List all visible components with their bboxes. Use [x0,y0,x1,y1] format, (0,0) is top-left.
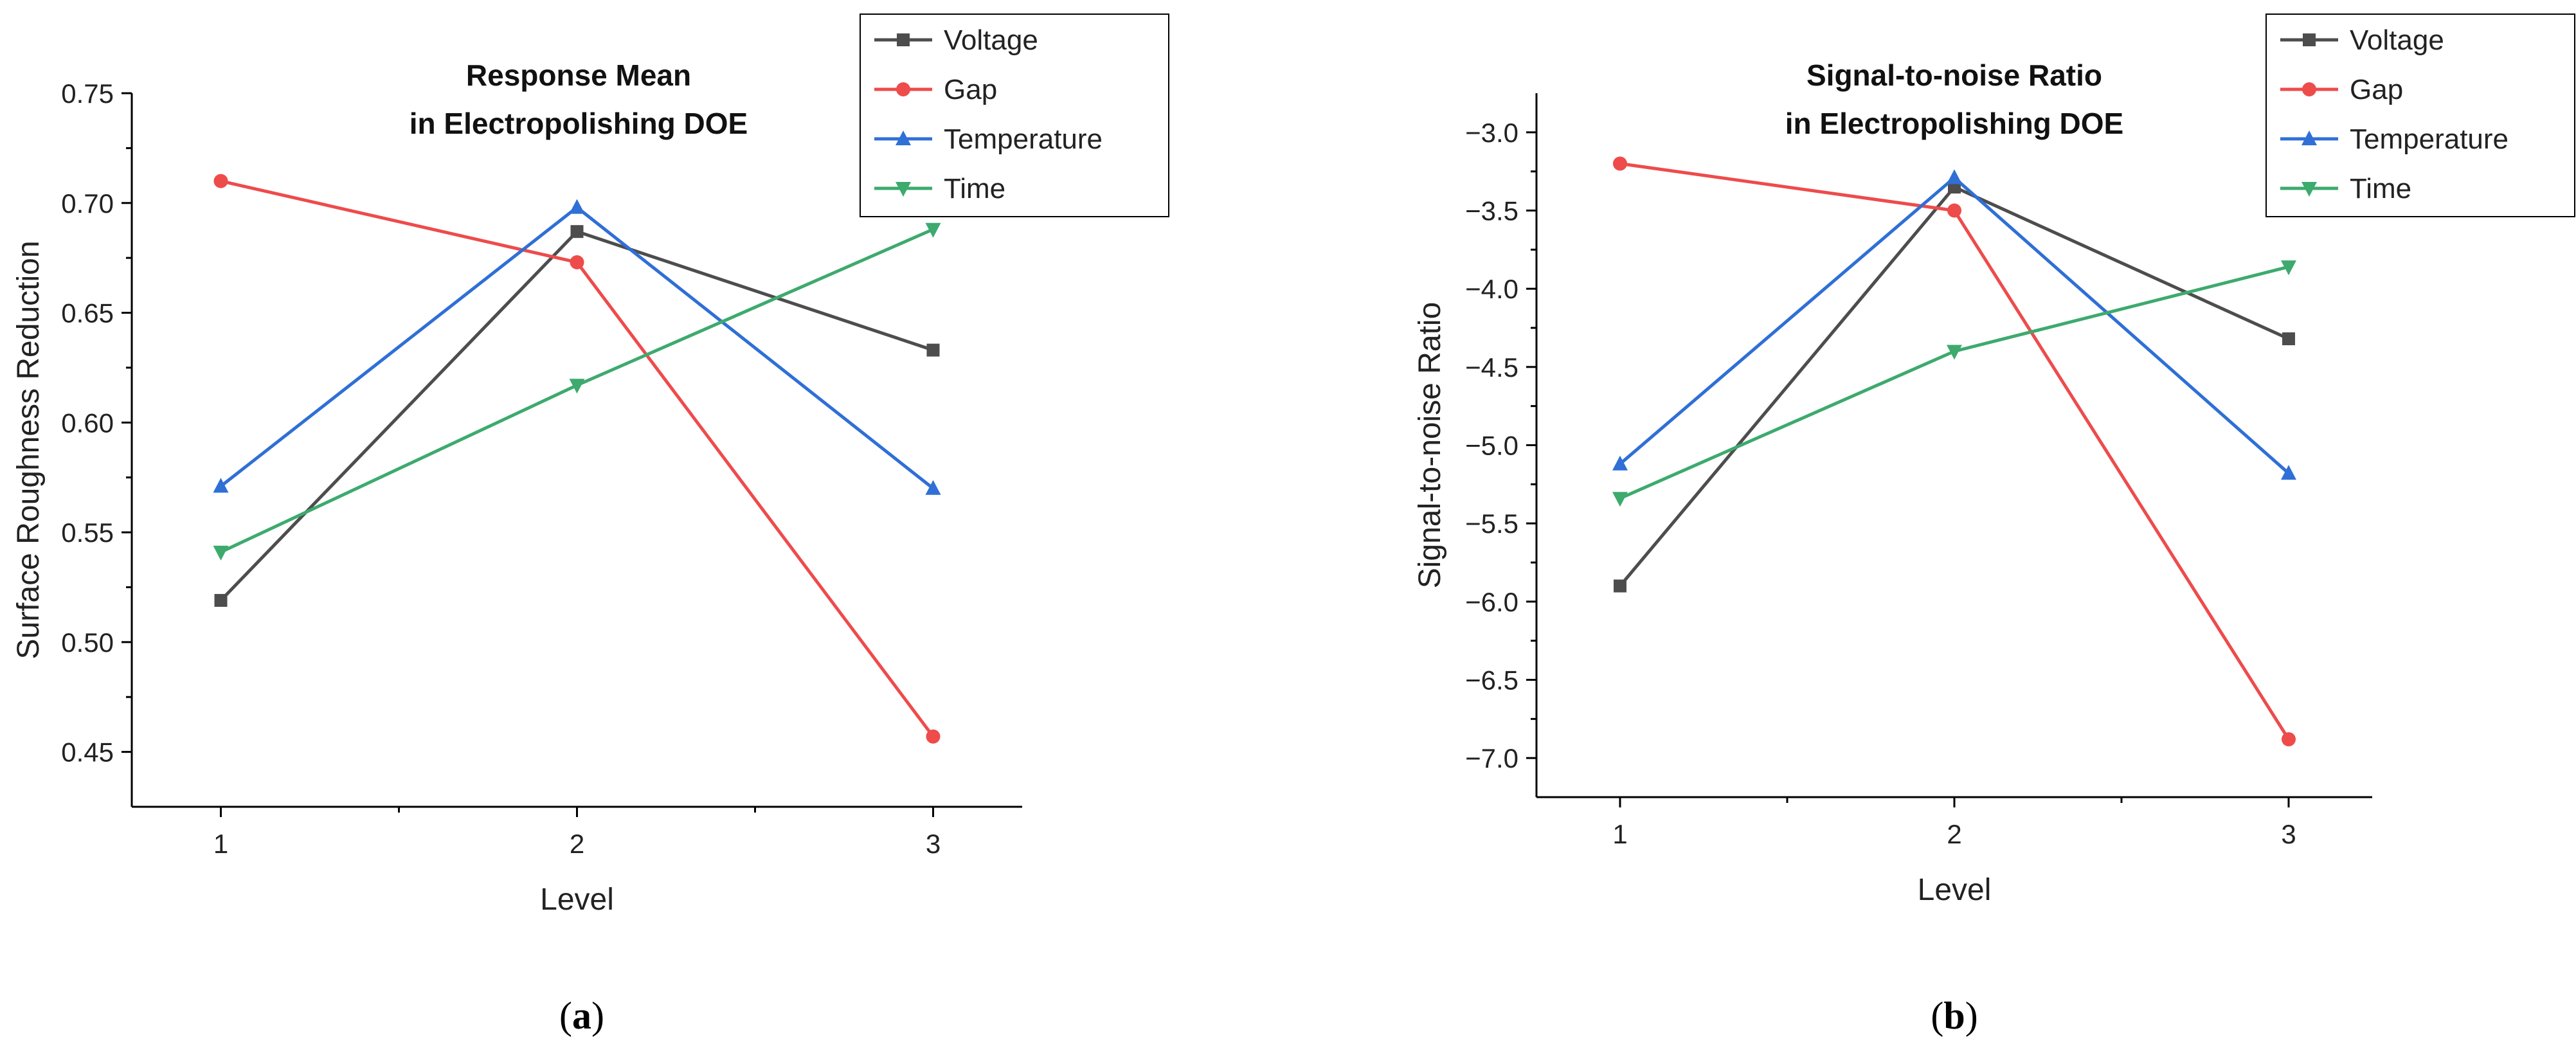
series-gap [1613,156,2296,746]
y-tick-label: 0.70 [61,188,114,219]
data-point [570,225,584,239]
legend-label: Gap [2350,74,2403,105]
data-point [213,478,229,493]
y-tick-label: 0.45 [61,737,114,768]
y-tick-label: −5.0 [1465,431,1518,461]
y-tick-label: 0.50 [61,627,114,658]
chart-title-line: Response Mean [466,59,691,92]
data-point [1947,203,1961,218]
data-point [925,480,941,495]
y-tick-label: −7.0 [1465,743,1518,773]
y-tick-label: −6.0 [1465,587,1518,617]
y-tick-label: −6.5 [1465,665,1518,696]
data-point [213,174,228,188]
y-tick-label: −5.5 [1465,509,1518,539]
y-tick-label: 0.55 [61,518,114,548]
series-voltage [214,225,940,607]
data-point [1947,345,1962,360]
legend-label: Time [2350,173,2411,204]
caption-paren: ) [591,995,604,1037]
data-point [569,379,585,394]
caption-paren: ( [559,995,572,1037]
x-tick-label: 1 [213,829,228,859]
series-line [1619,176,2290,475]
data-point [2281,465,2296,480]
x-tick-label: 2 [1947,819,1961,849]
x-tick-label: 1 [1612,819,1627,849]
chart-a: 0.45 0.50 0.55 0.60 0.65 0.70 0.75 1 2 3 Level Surf… [12,14,1169,1037]
chart-title-line: in Electropolishing DOE [410,107,748,140]
data-point [2282,732,2296,746]
legend-swatch-marker [2302,82,2316,96]
legend-label: Gap [944,74,997,105]
x-tick-label: 3 [926,829,941,859]
data-point [214,593,228,607]
series-line [1619,162,2291,741]
legend-swatch-marker [2303,33,2316,46]
caption-paren: ( [1931,995,1943,1037]
y-tick-label: −3.5 [1465,196,1518,226]
legend: Voltage Gap Temperature Time [2265,14,2575,217]
data-point [1614,579,1626,593]
data-point [925,222,941,238]
legend-swatch-marker [896,130,911,145]
series-time [1612,260,2296,507]
data-point [926,343,940,357]
legend-box [860,14,1169,217]
legend: Voltage Gap Temperature Time [860,14,1169,217]
data-point [1612,492,1628,507]
y-tick-label: 0.75 [61,78,114,109]
x-tick-label: 3 [2281,819,2296,849]
y-axis-label: Surface Roughness Reduction [12,240,46,659]
data-point [2282,332,2295,346]
legend-label: Voltage [2350,24,2444,56]
series-temperature [213,199,941,495]
legend-label: Temperature [2350,123,2508,155]
legend-swatch-marker [896,82,910,96]
y-tick-label: 0.65 [61,298,114,328]
chart-title-line: in Electropolishing DOE [1785,107,2123,140]
series-temperature [1612,169,2296,480]
data-point [2281,260,2296,276]
y-axis-label: Signal-to-noise Ratio [1413,302,1447,589]
data-point [213,545,229,561]
caption-letter: b [1943,995,1965,1037]
data-point [1947,169,1962,184]
legend-box [2265,14,2575,217]
caption-paren: ) [1965,995,1978,1037]
x-tick-label: 2 [570,829,584,859]
legend-label: Voltage [944,24,1038,56]
series-gap [213,174,941,744]
data-point [926,729,941,744]
series-line [219,205,935,490]
panel-caption: (b) [1931,995,1977,1037]
x-axis-label: Level [1918,873,1992,907]
data-point [569,199,585,214]
series-time [213,222,941,561]
legend-swatch-marker [2301,182,2317,197]
chart-b: −7.0 −6.5 −6.0 −5.5 −5.0 −4.5 −4.0 −3.5 −3.0 1 2 3 L… [1413,14,2575,1037]
legend-label: Time [944,173,1005,204]
data-point [570,255,584,269]
panel-caption: (a) [559,995,604,1037]
data-point [1613,156,1627,171]
legend-swatch-marker [897,33,910,46]
y-tick-label: −3.0 [1465,118,1518,148]
chart-title-line: Signal-to-noise Ratio [1806,59,2102,92]
legend-swatch-marker [2301,130,2317,145]
legend-swatch-marker [896,182,911,197]
series-line [219,230,934,602]
y-tick-label: 0.60 [61,408,114,438]
x-axis-label: Level [540,883,614,917]
y-tick-label: −4.0 [1465,274,1518,304]
legend-label: Temperature [944,123,1103,155]
y-tick-label: −4.5 [1465,352,1518,382]
caption-letter: a [572,995,591,1037]
data-point [1612,455,1628,471]
